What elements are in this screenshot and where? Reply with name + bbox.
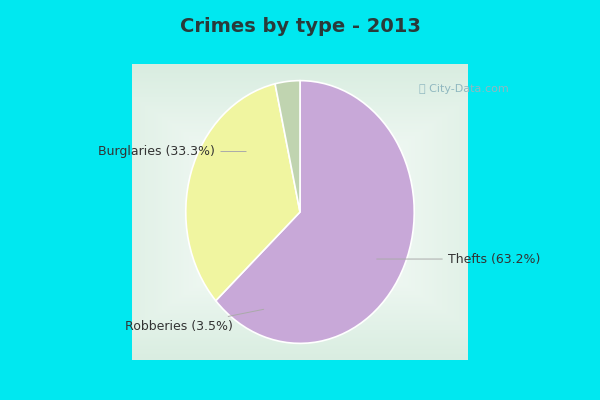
Text: Thefts (63.2%): Thefts (63.2%) [377, 252, 540, 266]
Wedge shape [186, 84, 300, 301]
Text: Crimes by type - 2013: Crimes by type - 2013 [179, 16, 421, 36]
Wedge shape [216, 81, 414, 343]
Text: Robberies (3.5%): Robberies (3.5%) [125, 309, 263, 333]
Text: ⓘ City-Data.com: ⓘ City-Data.com [419, 84, 508, 94]
Wedge shape [275, 81, 300, 212]
Text: Burglaries (33.3%): Burglaries (33.3%) [98, 145, 246, 158]
